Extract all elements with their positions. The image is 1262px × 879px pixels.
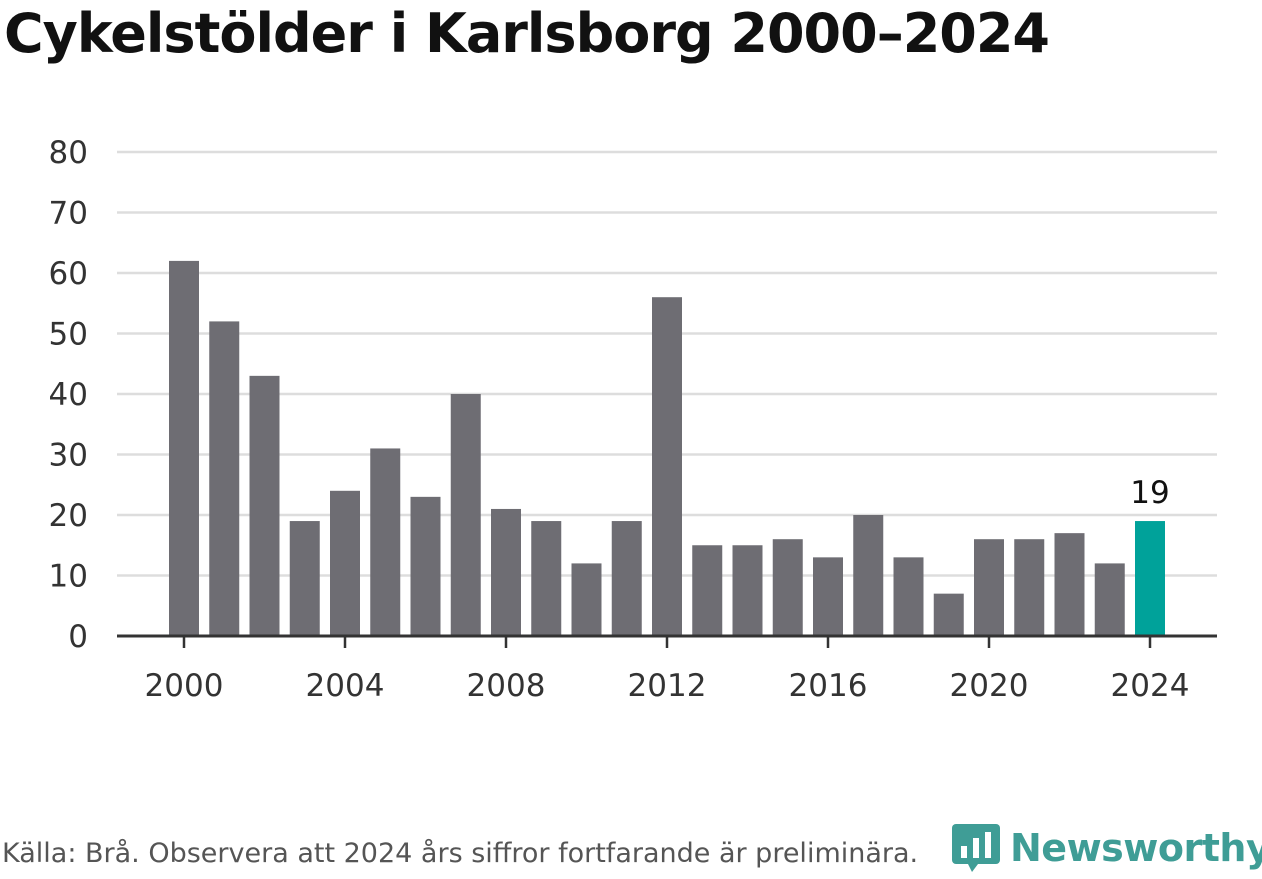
bar-2017 [853, 515, 884, 636]
y-tick-label-60: 60 [49, 256, 88, 292]
newsworthy-logo: Newsworthy [952, 820, 1262, 876]
bar-2024 [1135, 521, 1165, 636]
bar-2007 [450, 394, 481, 636]
bar-2011 [611, 521, 642, 636]
bar-2023 [1094, 563, 1125, 636]
bar-2009 [531, 521, 562, 636]
y-tick-label-10: 10 [49, 559, 88, 595]
brand-name: Newsworthy [1010, 826, 1262, 870]
bar-2003 [289, 521, 320, 636]
bar-2016 [813, 557, 843, 636]
y-tick-label-40: 40 [49, 377, 88, 413]
bar-2018 [893, 557, 924, 636]
bar-2022 [1054, 533, 1085, 636]
bar-2004 [330, 490, 360, 636]
bar-2012 [652, 297, 682, 636]
bar-2014 [732, 545, 763, 636]
bar-2010 [571, 563, 602, 636]
x-tick-label-2004: 2004 [306, 668, 385, 704]
x-axis-tick-labels: 2000 2004 2008 2012 2016 2020 2024 [145, 636, 1190, 704]
y-tick-label-70: 70 [49, 196, 88, 232]
bar-2019 [933, 593, 964, 636]
bar-2005 [370, 448, 401, 636]
y-tick-label-30: 30 [49, 438, 88, 474]
y-tick-label-50: 50 [49, 317, 88, 353]
bar-2008 [491, 508, 521, 636]
x-tick-label-2024: 2024 [1111, 668, 1190, 704]
bar-2015 [772, 539, 803, 636]
bar-2000 [169, 260, 199, 636]
x-tick-label-2016: 2016 [789, 668, 868, 704]
bar-2002 [249, 375, 280, 636]
bar-2013 [692, 545, 723, 636]
y-axis-tick-labels: 0 10 20 30 40 50 60 70 80 [49, 135, 88, 655]
x-tick-label-2012: 2012 [628, 668, 707, 704]
chart-title: Cykelstölder i Karlsborg 2000–2024 [4, 2, 1050, 65]
y-tick-label-0: 0 [68, 619, 88, 655]
y-tick-label-80: 80 [49, 135, 88, 171]
bar-2006 [410, 496, 441, 636]
source-note: Källa: Brå. Observera att 2024 års siffr… [2, 838, 919, 869]
x-tick-label-2000: 2000 [145, 668, 224, 704]
x-tick-label-2020: 2020 [950, 668, 1029, 704]
bar-2021 [1014, 539, 1045, 636]
newsworthy-logo-icon [952, 824, 1000, 872]
bar-2020 [974, 539, 1004, 636]
data-label-2024: 19 [1130, 475, 1169, 511]
y-tick-label-20: 20 [49, 498, 88, 534]
bars [169, 260, 1165, 636]
x-tick-label-2008: 2008 [467, 668, 546, 704]
data-labels: 19 [1130, 475, 1169, 511]
bar-2001 [209, 321, 240, 636]
